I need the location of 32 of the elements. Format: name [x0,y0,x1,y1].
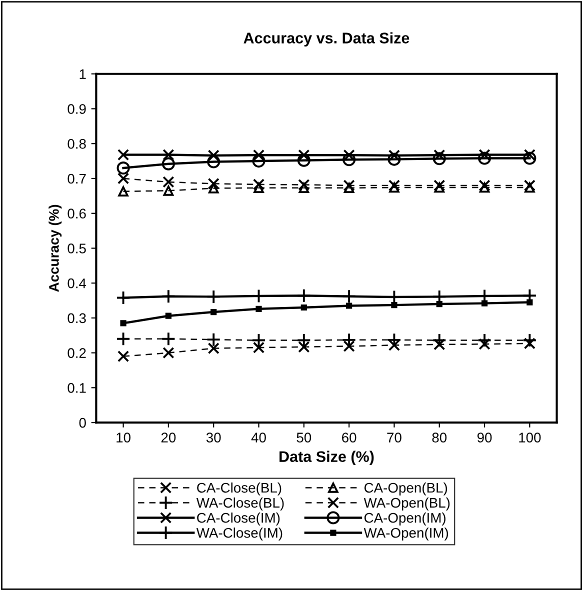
legend-label: WA-Close(BL) [196,498,284,510]
legend-label: CA-Close(IM) [197,512,280,526]
x-tick-label: 40 [251,432,266,442]
x-tick-label: 100 [519,432,541,442]
y-tick-label: 0 [79,418,86,428]
y-tick-label: 1 [80,69,86,79]
chart-title: Accuracy vs. Data Size [244,32,410,46]
x-tick-label: 50 [296,432,312,442]
x-tick-label: 70 [387,432,402,442]
y-tick-label: 0.8 [68,138,86,149]
x-tick-label: 20 [161,432,176,442]
x-tick-label: 30 [206,432,221,442]
legend-label: WA-Open(IM) [364,528,448,541]
y-tick-label: 0.5 [68,244,86,254]
x-tick-label: 10 [116,432,130,442]
y-tick-label: 0.6 [68,208,86,219]
legend-label: CA-Close(BL) [197,482,282,496]
x-axis-title: Data Size (%) [280,450,374,466]
y-tick-label: 0.4 [68,278,86,288]
x-tick-label: 90 [477,432,492,442]
legend-label: CA-Open(IM) [364,512,446,526]
legend-label: CA-Open(BL) [364,482,448,496]
legend-label: WA-Close(IM) [196,528,282,541]
y-tick-label: 0.9 [68,104,86,114]
y-tick-label: 0.3 [68,313,86,324]
legend-label: WA-Open(BL) [364,498,450,510]
x-tick-label: 60 [342,432,356,442]
y-axis-title: Accuracy (%) [48,204,62,292]
y-tick-label: 0.2 [68,348,86,358]
y-tick-label: 0.1 [68,383,86,393]
y-tick-label: 0.7 [68,174,86,184]
x-tick-label: 80 [432,432,447,442]
